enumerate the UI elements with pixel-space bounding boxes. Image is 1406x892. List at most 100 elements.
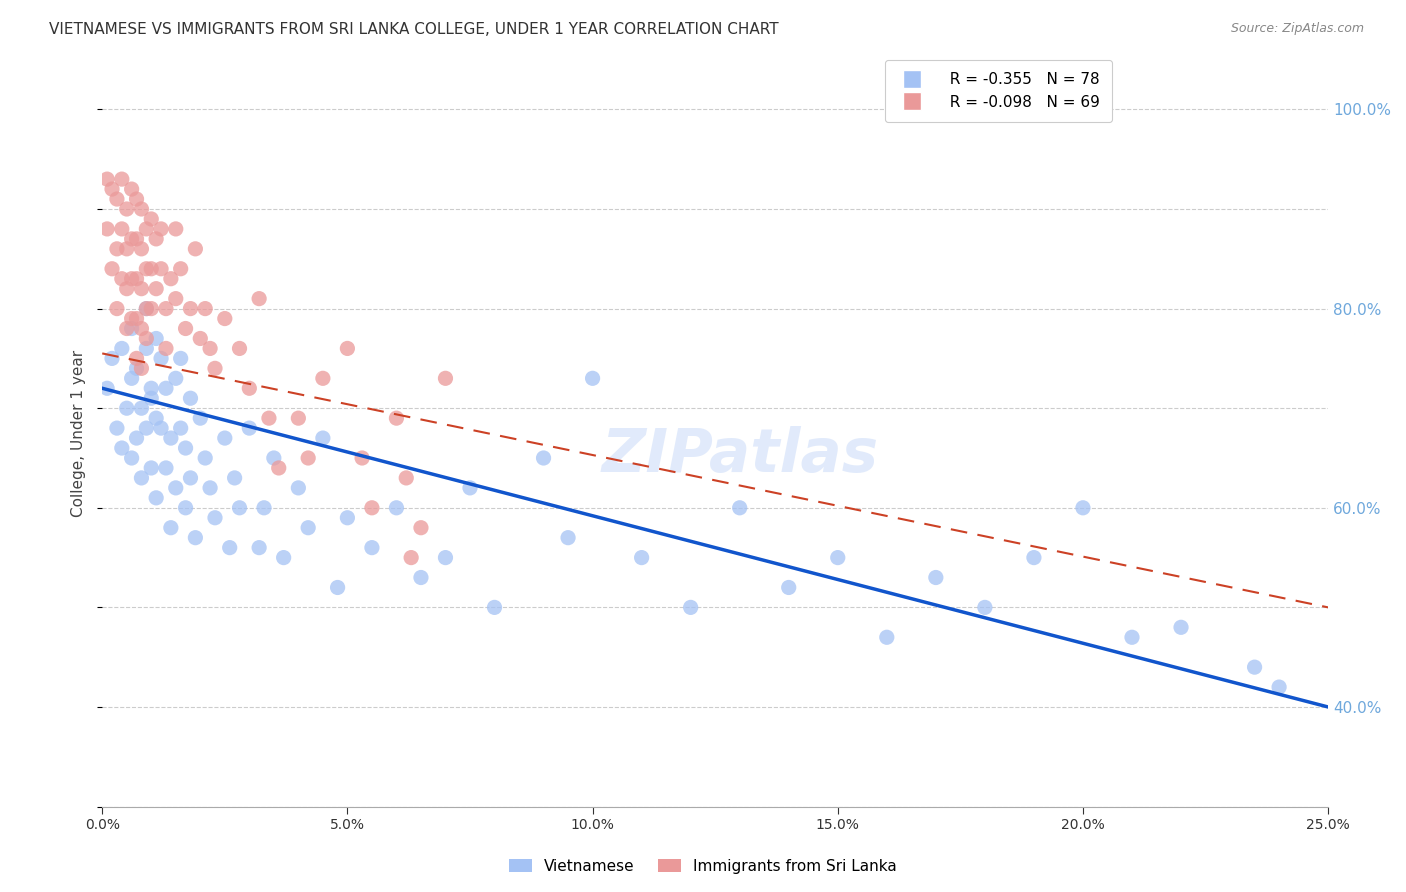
Point	[135, 261, 157, 276]
Point	[170, 421, 193, 435]
Point	[111, 172, 134, 186]
Point	[336, 342, 359, 356]
Point	[125, 351, 148, 366]
Point	[111, 441, 134, 455]
Point	[228, 342, 250, 356]
Point	[198, 342, 221, 356]
Point	[728, 500, 751, 515]
Point	[184, 242, 207, 256]
Point	[135, 301, 157, 316]
Point	[297, 521, 319, 535]
Point	[131, 401, 153, 416]
Point	[135, 331, 157, 345]
Point	[179, 391, 201, 405]
Point	[105, 421, 128, 435]
Point	[214, 311, 236, 326]
Point	[165, 481, 187, 495]
Point	[155, 461, 177, 475]
Point	[141, 391, 163, 405]
Point	[312, 431, 335, 445]
Point	[827, 550, 849, 565]
Point	[458, 481, 481, 495]
Point	[145, 232, 167, 246]
Point	[263, 450, 285, 465]
Point	[135, 342, 157, 356]
Point	[188, 411, 211, 425]
Point	[125, 311, 148, 326]
Point	[336, 510, 359, 524]
Point	[141, 211, 163, 226]
Point	[105, 301, 128, 316]
Point	[1121, 630, 1143, 644]
Point	[141, 301, 163, 316]
Point	[115, 242, 138, 256]
Point	[238, 381, 260, 395]
Point	[778, 581, 800, 595]
Point	[131, 242, 153, 256]
Point	[101, 261, 124, 276]
Point	[361, 541, 384, 555]
Point	[115, 202, 138, 216]
Point	[155, 301, 177, 316]
Point	[385, 500, 408, 515]
Point	[121, 321, 143, 335]
Point	[121, 232, 143, 246]
Point	[228, 500, 250, 515]
Point	[273, 550, 295, 565]
Point	[165, 222, 187, 236]
Point	[111, 342, 134, 356]
Point	[247, 292, 270, 306]
Y-axis label: College, Under 1 year: College, Under 1 year	[72, 350, 86, 516]
Point	[484, 600, 506, 615]
Point	[125, 271, 148, 285]
Point	[287, 411, 309, 425]
Point	[179, 301, 201, 316]
Point	[188, 331, 211, 345]
Point	[135, 421, 157, 435]
Point	[679, 600, 702, 615]
Point	[145, 491, 167, 505]
Point	[224, 471, 246, 485]
Point	[395, 471, 418, 485]
Point	[121, 371, 143, 385]
Point	[312, 371, 335, 385]
Point	[326, 581, 349, 595]
Point	[145, 411, 167, 425]
Point	[125, 232, 148, 246]
Point	[218, 541, 240, 555]
Point	[150, 351, 173, 366]
Point	[179, 471, 201, 485]
Point	[160, 431, 183, 445]
Point	[557, 531, 579, 545]
Point	[184, 531, 207, 545]
Point	[131, 202, 153, 216]
Point	[141, 461, 163, 475]
Point	[150, 261, 173, 276]
Point	[105, 242, 128, 256]
Point	[581, 371, 603, 385]
Point	[253, 500, 276, 515]
Point	[125, 192, 148, 206]
Text: VIETNAMESE VS IMMIGRANTS FROM SRI LANKA COLLEGE, UNDER 1 YEAR CORRELATION CHART: VIETNAMESE VS IMMIGRANTS FROM SRI LANKA …	[49, 22, 779, 37]
Point	[135, 301, 157, 316]
Text: ZIPatlas: ZIPatlas	[602, 426, 879, 485]
Point	[399, 550, 422, 565]
Point	[150, 421, 173, 435]
Point	[385, 411, 408, 425]
Point	[170, 261, 193, 276]
Point	[141, 261, 163, 276]
Point	[101, 351, 124, 366]
Point	[150, 222, 173, 236]
Point	[434, 371, 457, 385]
Point	[352, 450, 374, 465]
Point	[121, 311, 143, 326]
Point	[96, 222, 118, 236]
Point	[204, 510, 226, 524]
Point	[1071, 500, 1094, 515]
Point	[198, 481, 221, 495]
Point	[297, 450, 319, 465]
Point	[160, 271, 183, 285]
Point	[115, 401, 138, 416]
Point	[247, 541, 270, 555]
Point	[165, 371, 187, 385]
